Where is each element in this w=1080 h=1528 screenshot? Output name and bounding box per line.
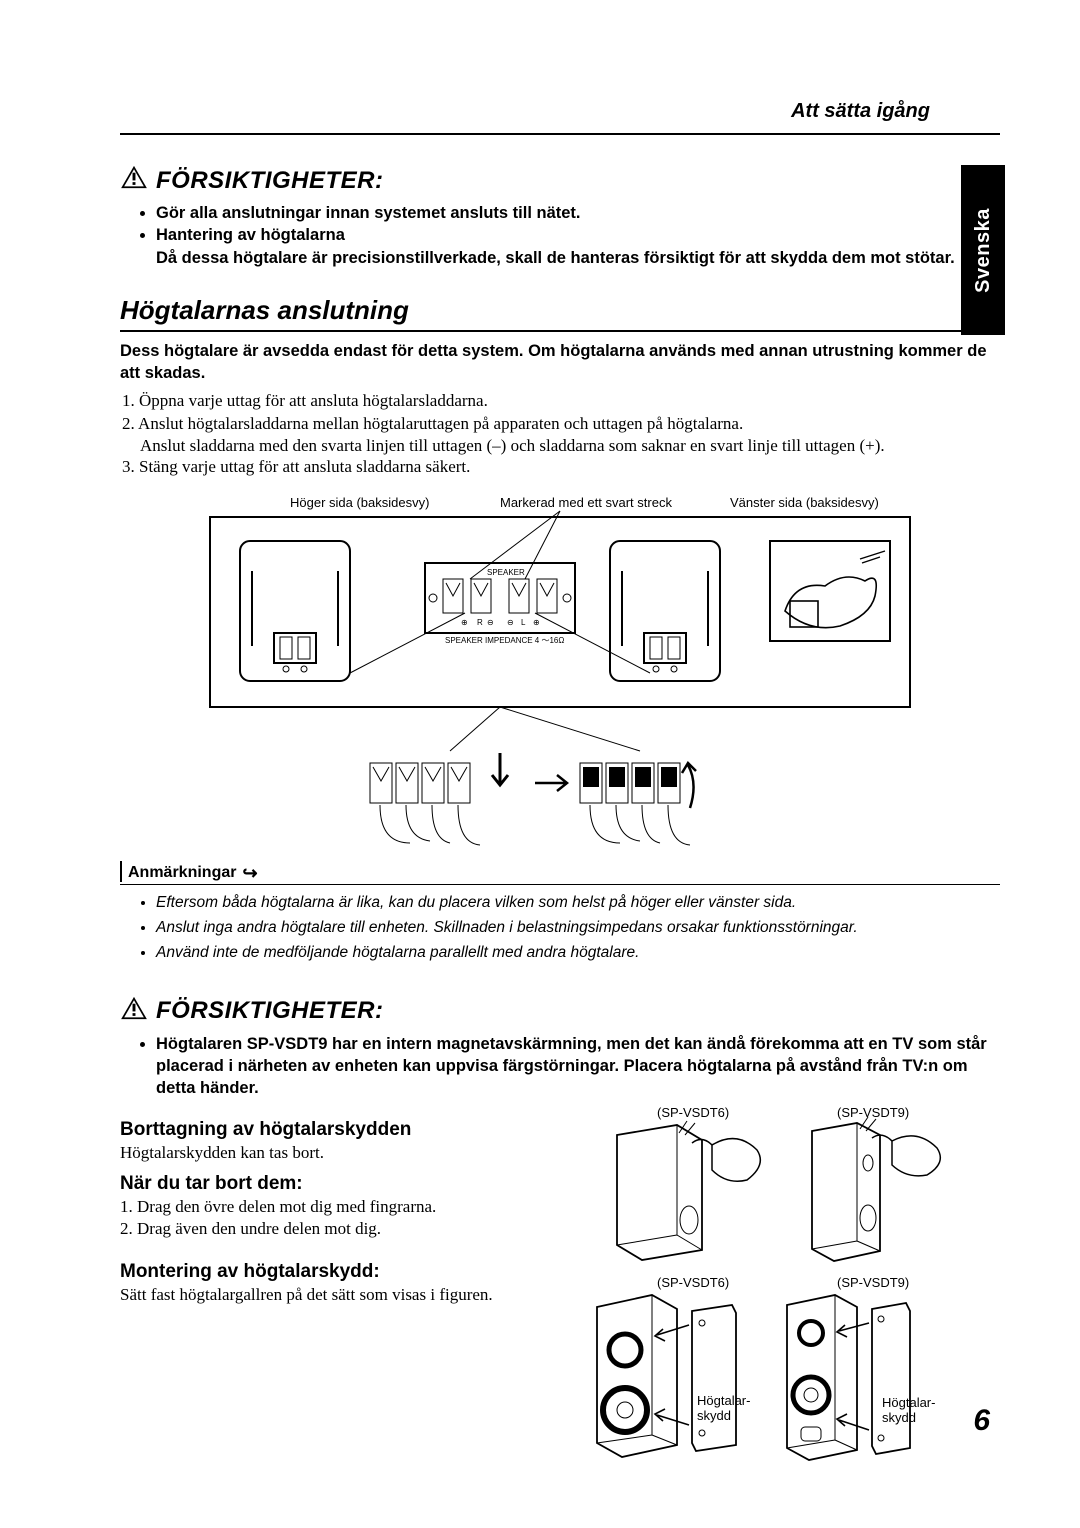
diag-term-top: SPEAKER bbox=[487, 568, 525, 577]
fig-grill-2b: skydd bbox=[882, 1410, 916, 1425]
fig-grill-1b: skydd bbox=[697, 1408, 731, 1423]
right-column: (SP-VSDT6) (SP-VSDT9) bbox=[587, 1105, 1000, 1465]
diag-impedance: SPEAKER IMPEDANCE 4 ～16Ω bbox=[445, 636, 564, 645]
caution2-bullet: Högtalaren SP-VSDT9 har en intern magnet… bbox=[156, 1033, 1000, 1100]
manual-page: Svenska Att sätta igång FÖRSIKTIGHETER: … bbox=[0, 0, 1080, 1528]
remove-body: Högtalarskydden kan tas bort. bbox=[120, 1143, 567, 1163]
caution-icon bbox=[120, 996, 148, 1027]
remove-step-2: 2. Drag även den undre delen mot dig. bbox=[120, 1219, 567, 1239]
notes-list: Eftersom båda högtalarna är lika, kan du… bbox=[138, 891, 1000, 965]
caution1-bullet-2: Hantering av högtalarna bbox=[156, 224, 1000, 246]
mount-grill-diagram: (SP-VSDT6) (SP-VSDT9) bbox=[587, 1275, 967, 1465]
remove-subheading: När du tar bort dem: bbox=[120, 1173, 567, 1195]
page-number: 6 bbox=[973, 1404, 990, 1438]
svg-text:⊖: ⊖ bbox=[507, 618, 514, 627]
caution-heading-2: FÖRSIKTIGHETER: bbox=[120, 996, 1000, 1027]
step-2-sub: Anslut sladdarna med den svarta linjen t… bbox=[140, 436, 1000, 456]
wiring-diagram: Höger sida (baksidesvy) Markerad med ett… bbox=[120, 493, 1000, 853]
section-label: Att sätta igång bbox=[120, 100, 1000, 123]
fig-model-a-1: (SP-VSDT6) bbox=[657, 1105, 729, 1120]
left-column: Borttagning av högtalarskydden Högtalars… bbox=[120, 1105, 567, 1465]
diag-l: L bbox=[521, 618, 526, 627]
fig-grill-2a: Högtalar- bbox=[882, 1395, 935, 1410]
mount-heading: Montering av högtalarskydd: bbox=[120, 1261, 567, 1283]
diag-label-right: Vänster sida (baksidesvy) bbox=[730, 495, 879, 510]
speakers-heading: Högtalarnas anslutning bbox=[120, 295, 1000, 326]
svg-text:⊕: ⊕ bbox=[533, 618, 540, 627]
step-3: 3. Stäng varje uttag för att ansluta sla… bbox=[122, 456, 1000, 479]
language-tab-label: Svenska bbox=[972, 208, 995, 293]
remove-step-1: 1. Drag den övre delen mot dig med fingr… bbox=[120, 1197, 567, 1217]
svg-text:⊕: ⊕ bbox=[461, 618, 468, 627]
caution-title-2: FÖRSIKTIGHETER: bbox=[156, 997, 384, 1025]
caution1-bullets: Gör alla anslutningar innan systemet ans… bbox=[138, 202, 1000, 247]
remove-grill-diagram: (SP-VSDT6) (SP-VSDT9) bbox=[587, 1105, 967, 1265]
caution2-bullets: Högtalaren SP-VSDT9 har en intern magnet… bbox=[138, 1033, 1000, 1100]
fig-model-b-1: (SP-VSDT9) bbox=[837, 1105, 909, 1120]
language-tab: Svenska bbox=[961, 165, 1005, 335]
note-3: Använd inte de medföljande högtalarna pa… bbox=[156, 941, 1000, 966]
notes-label: Anmärkningar ↪ bbox=[120, 861, 258, 882]
caution-heading-1: FÖRSIKTIGHETER: bbox=[120, 165, 1000, 196]
remove-heading: Borttagning av högtalarskydden bbox=[120, 1119, 567, 1141]
divider bbox=[120, 884, 1000, 885]
fig-model-b-2: (SP-VSDT9) bbox=[837, 1275, 909, 1290]
divider bbox=[120, 330, 1000, 332]
hook-icon: ↪ bbox=[242, 863, 257, 884]
diag-r: R bbox=[477, 618, 483, 627]
caution1-bullet-1: Gör alla anslutningar innan systemet ans… bbox=[156, 202, 1000, 224]
svg-text:⊖: ⊖ bbox=[487, 618, 494, 627]
diag-label-left: Höger sida (baksidesvy) bbox=[290, 495, 429, 510]
mount-body: Sätt fast högtalargallren på det sätt so… bbox=[120, 1285, 567, 1305]
diag-label-center: Markerad med ett svart streck bbox=[500, 495, 672, 510]
note-2: Anslut inga andra högtalare till enheten… bbox=[156, 916, 1000, 941]
speakers-lead: Dess högtalare är avsedda endast för det… bbox=[120, 340, 1000, 385]
caution-icon bbox=[120, 165, 148, 196]
notes-label-row: Anmärkningar ↪ bbox=[120, 861, 1000, 882]
divider bbox=[120, 133, 1000, 135]
step-1: 1. Öppna varje uttag för att ansluta hög… bbox=[122, 390, 1000, 413]
step-2: 2. Anslut högtalarsladdarna mellan högta… bbox=[122, 413, 1000, 436]
fig-grill-1a: Högtalar- bbox=[697, 1393, 750, 1408]
two-column-row: Borttagning av högtalarskydden Högtalars… bbox=[120, 1105, 1000, 1465]
caution-title-1: FÖRSIKTIGHETER: bbox=[156, 167, 384, 195]
note-1: Eftersom båda högtalarna är lika, kan du… bbox=[156, 891, 1000, 916]
fig-model-a-2: (SP-VSDT6) bbox=[657, 1275, 729, 1290]
caution1-subline: Då dessa högtalare är precisionstillverk… bbox=[156, 247, 1000, 269]
